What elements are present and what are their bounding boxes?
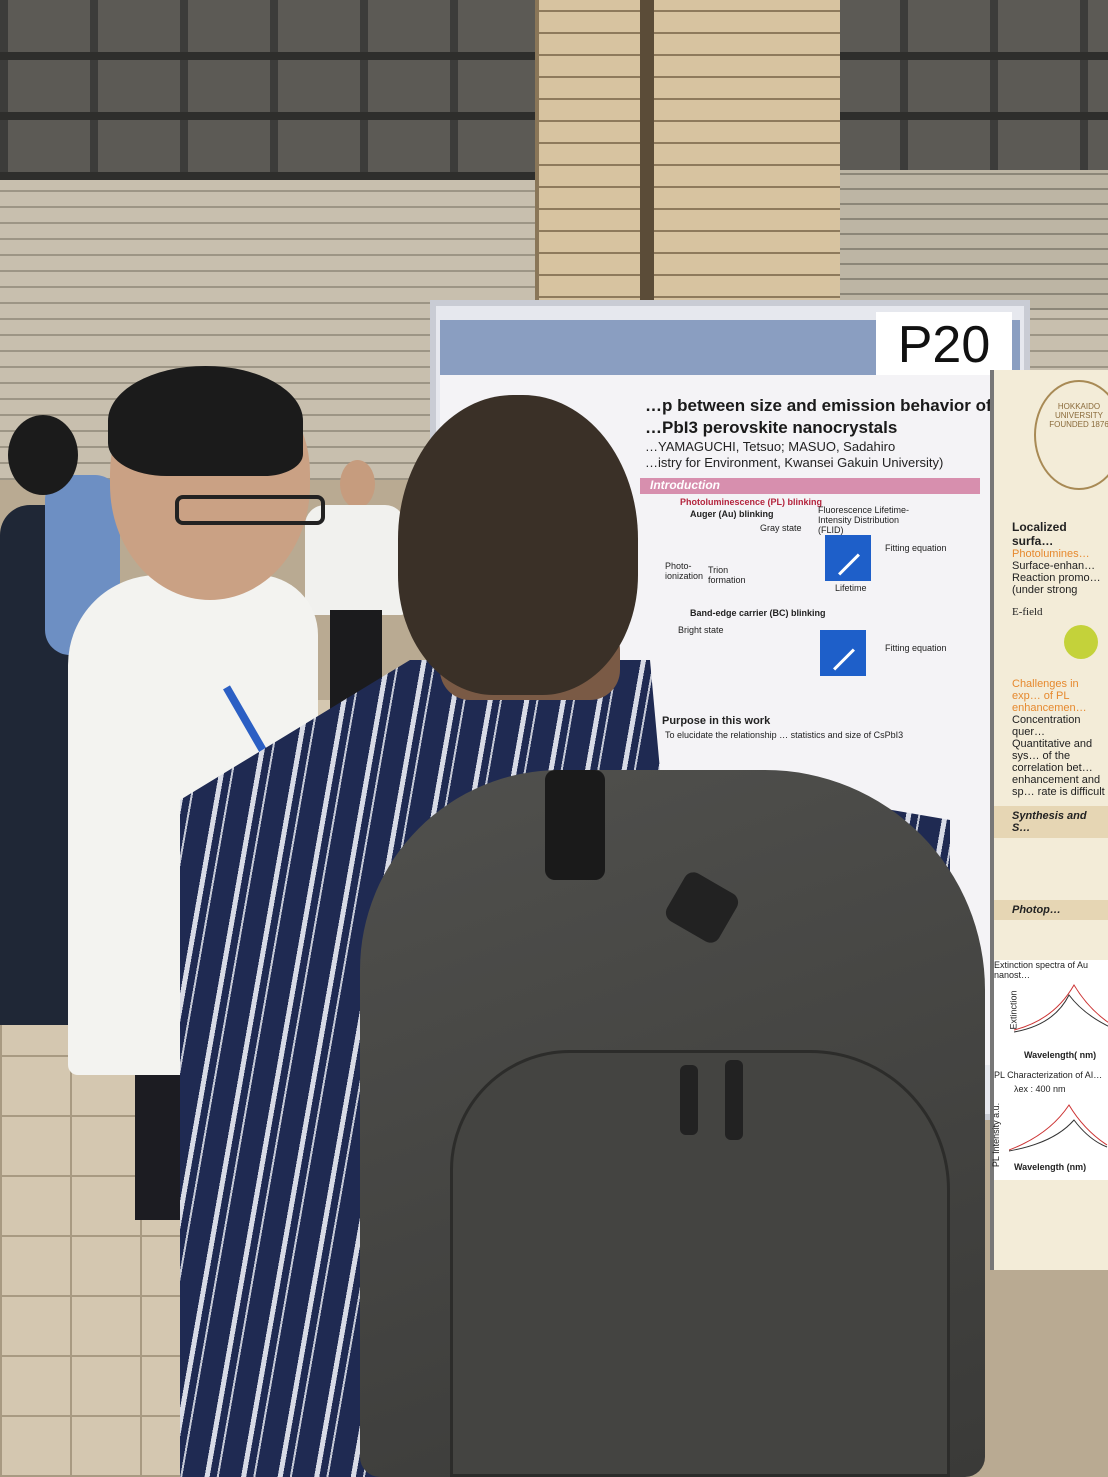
backpack-strap [545, 770, 605, 880]
purpose-text: To elucidate the relationship … statisti… [665, 730, 904, 740]
chart2-xlabel: Wavelength (nm) [1014, 1162, 1087, 1172]
poster-title-line1: …p between size and emission behavior of [645, 396, 992, 415]
bright-state-label: Bright state [678, 625, 724, 635]
pl-curves [1009, 1104, 1108, 1152]
chart2-annotation: λex : 400 nm [1014, 1084, 1066, 1094]
flid-label: Fluorescence Lifetime-Intensity Distribu… [818, 505, 910, 535]
auger-heading: Auger (Au) blinking [690, 509, 774, 519]
section2-heading: Photop… [994, 900, 1108, 920]
backpack-front-pocket [450, 1050, 950, 1477]
brick-wall-right [820, 170, 1108, 310]
photoionization-label: Photo-ionization [665, 561, 704, 581]
bullet-1: Photolumines… [1012, 548, 1090, 560]
zipper-pull-right [725, 1060, 743, 1140]
right-poster-heading: Localized surfa… [1012, 520, 1067, 548]
bullet-2: Surface-enhan… [1012, 560, 1096, 572]
poster-title-line2: …PbI3 perovskite nanocrystals [645, 418, 898, 437]
brick-pillar [535, 0, 840, 320]
neighbor-poster: HOKKAIDO UNIVERSITY FOUNDED 1876 Localiz… [990, 370, 1108, 1270]
band-edge-heading: Band-edge carrier (BC) blinking [690, 608, 826, 618]
flid-plot-1 [825, 535, 871, 581]
trion-label: Trion formation [708, 565, 746, 585]
board-number: P20 [876, 312, 1012, 378]
pl-blinking-heading: Photoluminescence (PL) blinking [680, 497, 823, 507]
efield-label: E-field [1012, 606, 1043, 618]
challenge-1: Concentration quer… [1012, 714, 1081, 738]
pl-chart: PL Characterization of AI… λex : 400 nm … [991, 1070, 1108, 1180]
synthesis-heading: Synthesis and S… [994, 806, 1108, 838]
chart2-title: PL Characterization of AI… [994, 1070, 1103, 1080]
pillar-edge [640, 0, 654, 320]
glasses [175, 495, 325, 525]
gray-state-label: Gray state [760, 523, 802, 533]
presenter-hair [108, 366, 303, 476]
poster-authors: …YAMAGUCHI, Tetsuo; MASUO, Sadahiro [645, 439, 896, 454]
fitting-equation-1: Fitting equation [885, 543, 947, 553]
bullet-3: Reaction promo… [1012, 572, 1101, 584]
visitor-head [398, 395, 638, 695]
flid-plot-2 [820, 630, 866, 676]
zipper-pull-left [680, 1065, 698, 1135]
chart1-title: Extinction spectra of Au nanost… [994, 960, 1089, 980]
extinction-curves [1014, 984, 1108, 1033]
challenges-heading: Challenges in exp… of PL enhancemen… [1012, 678, 1087, 714]
poster-affiliation: …istry for Environment, Kwansei Gakuin U… [645, 455, 944, 470]
intro-header: Introduction [640, 478, 980, 494]
nanoparticle-illustration [1064, 625, 1098, 659]
chart2-ylabel: PL Intensity a.u. [991, 1102, 1002, 1168]
hokkaido-university-seal: HOKKAIDO UNIVERSITY FOUNDED 1876 [1034, 380, 1108, 490]
purpose-heading: Purpose in this work [662, 715, 771, 727]
challenge-2: Quantitative and sys… of the correlation… [1012, 738, 1105, 798]
extinction-chart: Extinction spectra of Au nanost… Extinct… [994, 960, 1108, 1070]
fitting-equation-2: Fitting equation [885, 643, 947, 653]
lifetime-label-1: Lifetime [835, 583, 867, 593]
chart1-xlabel: Wavelength( nm) [1024, 1050, 1097, 1060]
bullet-4: (under strong [1012, 584, 1078, 596]
